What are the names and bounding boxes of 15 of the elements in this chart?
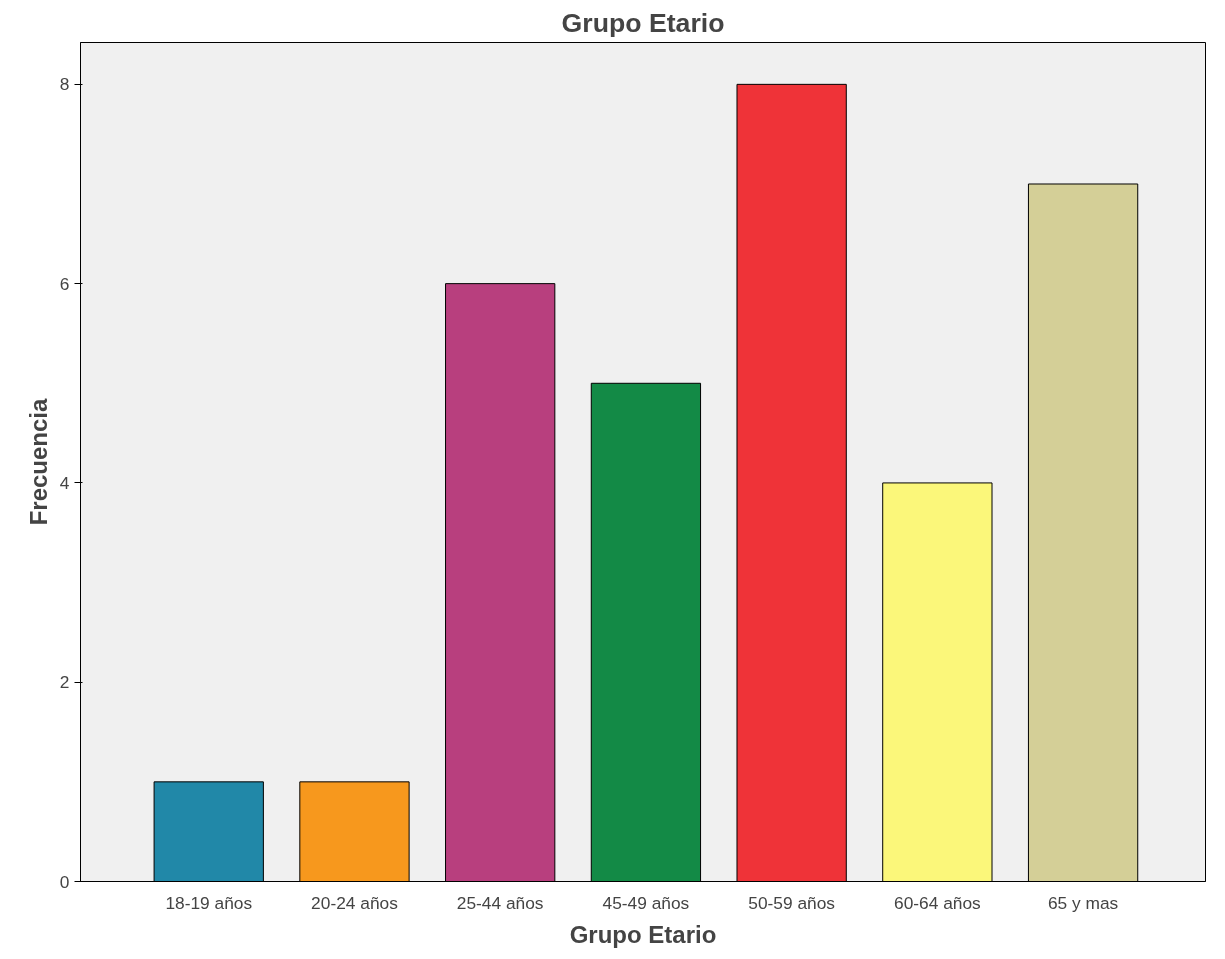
chart-title: Grupo Etario — [561, 7, 725, 38]
x-tick-label: 18-19 años — [165, 892, 253, 913]
y-tick-label: 2 — [59, 672, 70, 693]
x-axis-title: Grupo Etario — [569, 920, 717, 948]
x-tick-label: 25-44 años — [456, 892, 544, 913]
x-tick-label: 20-24 años — [311, 892, 399, 913]
y-tick-label: 4 — [59, 472, 70, 493]
y-tick-label: 6 — [59, 273, 70, 294]
y-tick-label: 0 — [59, 871, 70, 892]
y-axis-title: Frecuencia — [24, 397, 52, 526]
x-tick-label: 50-59 años — [748, 892, 836, 913]
y-tick-label: 8 — [59, 74, 70, 95]
x-tick-label: 60-64 años — [894, 892, 982, 913]
x-tick-label: 45-49 años — [602, 892, 690, 913]
x-tick-label: 65 y mas — [1047, 892, 1119, 913]
